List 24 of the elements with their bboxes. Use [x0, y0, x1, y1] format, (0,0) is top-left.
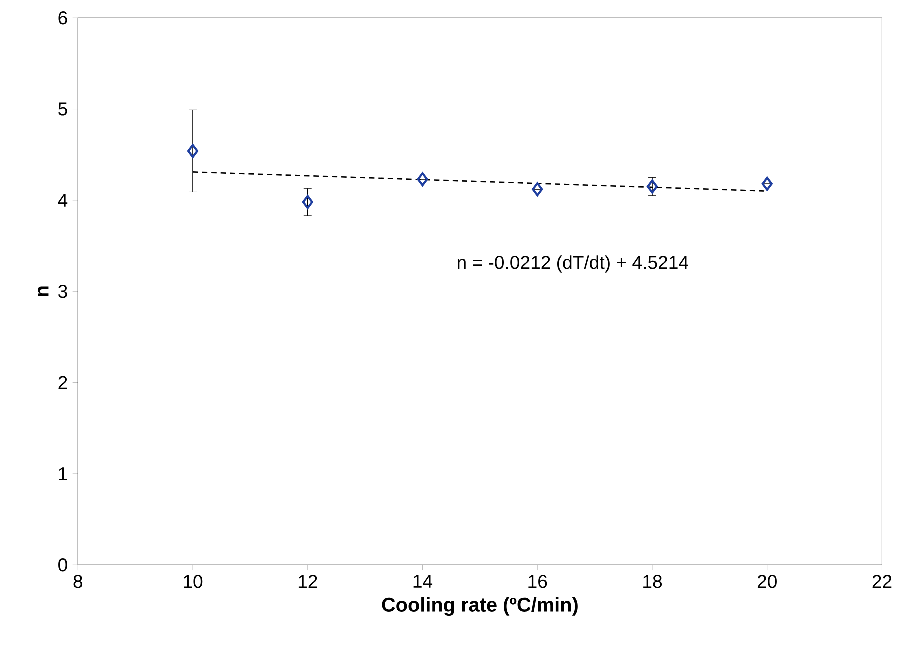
point — [532, 182, 544, 197]
annotation: n = -0.0212 (dT/dt) + 4.5214 — [458, 256, 688, 273]
x-axis-title: Cooling rate (ºC/min) — [382, 597, 578, 616]
y-tick-label: 2 — [58, 376, 68, 390]
point — [302, 195, 314, 210]
y-axis-title: n — [38, 286, 49, 296]
x-tick-label: 14 — [414, 575, 433, 588]
x-tick-label: 16 — [528, 575, 548, 588]
y-tick-label: 3 — [58, 285, 68, 298]
x-tick-label: 10 — [184, 575, 203, 588]
x-tick-label: 22 — [872, 575, 892, 588]
y-tick-label: 5 — [58, 102, 68, 116]
x-tick-label: 18 — [644, 575, 662, 588]
y-tick-label: 1 — [59, 468, 68, 480]
point — [646, 180, 658, 194]
y-tick-label: 4 — [58, 194, 68, 207]
x-tick-label: 12 — [298, 575, 318, 588]
point — [417, 172, 428, 187]
y-tick-label: 6 — [58, 12, 68, 25]
x-tick-label: 20 — [758, 575, 777, 588]
point — [762, 177, 773, 192]
x-tick-label: 8 — [74, 575, 83, 588]
point — [187, 144, 199, 158]
y-tick-label: 0 — [58, 558, 68, 572]
